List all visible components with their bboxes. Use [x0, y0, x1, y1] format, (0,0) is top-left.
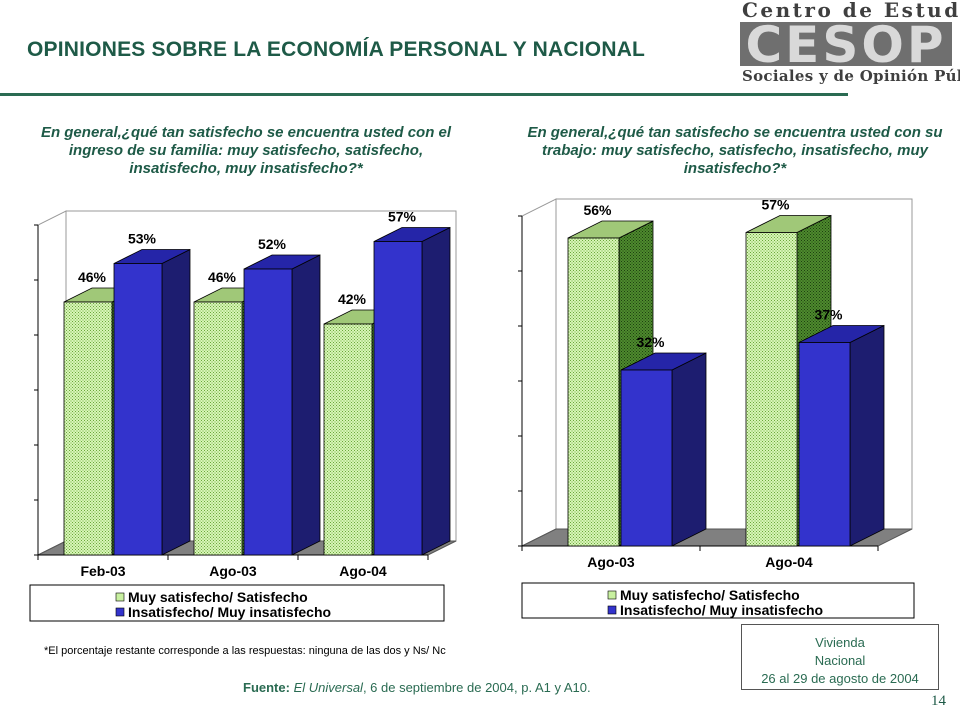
chart-2: 56% 32% Ago-03 57% 37% Ago-04 Muy satisfecho/ … [518, 197, 915, 619]
x-tick-label: Ago-04 [765, 554, 813, 570]
footnote: *El porcentaje restante corresponde a la… [44, 645, 446, 657]
legend-swatch [115, 607, 125, 617]
logo-top-text: Centro de Estudios [742, 0, 960, 22]
title-divider [0, 93, 848, 96]
bar-ago-04-series-2 [373, 241, 423, 556]
data-label: 52% [258, 236, 287, 252]
x-tick-label: Feb-03 [80, 563, 125, 579]
bar-feb-03-series-2 [113, 263, 163, 556]
data-label: 37% [814, 307, 843, 323]
data-label: 46% [208, 269, 237, 285]
data-label: 57% [388, 209, 417, 225]
bar-ago-03-series-1 [193, 301, 243, 556]
source-line: Fuente: El Universal, 6 de septiembre de… [243, 680, 591, 695]
bar-side [421, 226, 451, 556]
page-number: 14 [931, 693, 946, 709]
legend-entry: Muy satisfecho/ Satisfecho [620, 587, 800, 603]
data-label: 53% [128, 231, 157, 247]
data-label: 42% [338, 291, 367, 307]
x-tick-label: Ago-04 [339, 563, 387, 579]
data-label: 46% [78, 269, 107, 285]
legend-box [29, 584, 445, 622]
info-line-1: Vivienda [815, 635, 865, 650]
bar-ago-03-series-1 [567, 237, 620, 547]
legend-swatch [607, 605, 617, 615]
info-line-2: Nacional [814, 653, 866, 668]
bar-side [291, 254, 321, 556]
legend-entry: Muy satisfecho/ Satisfecho [128, 589, 308, 605]
legend-swatch [607, 590, 617, 600]
x-tick-label: Ago-03 [587, 554, 635, 570]
chart2-question: En general,¿qué tan satisfecho se encuen… [527, 124, 943, 177]
bar-side [849, 324, 885, 547]
legend-entry: Insatisfecho/ Muy insatisfecho [620, 602, 823, 618]
legend-entry: Insatisfecho/ Muy insatisfecho [128, 604, 331, 620]
bar-side [671, 352, 707, 547]
page-title: OPINIONES SOBRE LA ECONOMÍA PERSONAL Y N… [27, 38, 646, 61]
logo-bottom-text: Sociales y de Opinión Pública [742, 67, 960, 85]
source-publication: El Universal [293, 680, 363, 695]
side-wall [37, 210, 67, 556]
legend-box [521, 582, 915, 619]
legend-swatch [115, 592, 125, 602]
survey-info-box: Vivienda Nacional 26 al 29 de agosto de … [741, 624, 939, 690]
bar-ago-03-series-2 [243, 268, 293, 556]
chart-1: 46% 53% Feb-03 46% 52% Ago-03 42% 57% Ago-04 Muy … [29, 209, 457, 622]
data-label: 32% [636, 334, 665, 350]
chart1-question: En general,¿qué tan satisfecho se encuen… [40, 124, 452, 177]
bar-ago-03-series-2 [620, 369, 673, 547]
cesop-logo: Centro de Estudios CESOP Sociales y de O… [738, 0, 960, 92]
data-label: 57% [761, 197, 790, 213]
logo-mark-text: CESOP [745, 16, 947, 74]
bar-ago-04-series-1 [745, 232, 798, 547]
side-wall [521, 198, 557, 547]
info-line-3: 26 al 29 de agosto de 2004 [761, 671, 919, 686]
bar-ago-04-series-2 [798, 342, 851, 547]
bar-side [161, 248, 191, 556]
data-label: 56% [583, 202, 612, 218]
logo-mark: CESOP [740, 16, 952, 74]
source-label: Fuente: [243, 680, 290, 695]
x-tick-label: Ago-03 [209, 563, 257, 579]
source-rest: , 6 de septiembre de 2004, p. A1 y A10. [362, 680, 591, 695]
bar-ago-04-series-1 [323, 323, 373, 556]
bar-feb-03-series-1 [63, 301, 113, 556]
